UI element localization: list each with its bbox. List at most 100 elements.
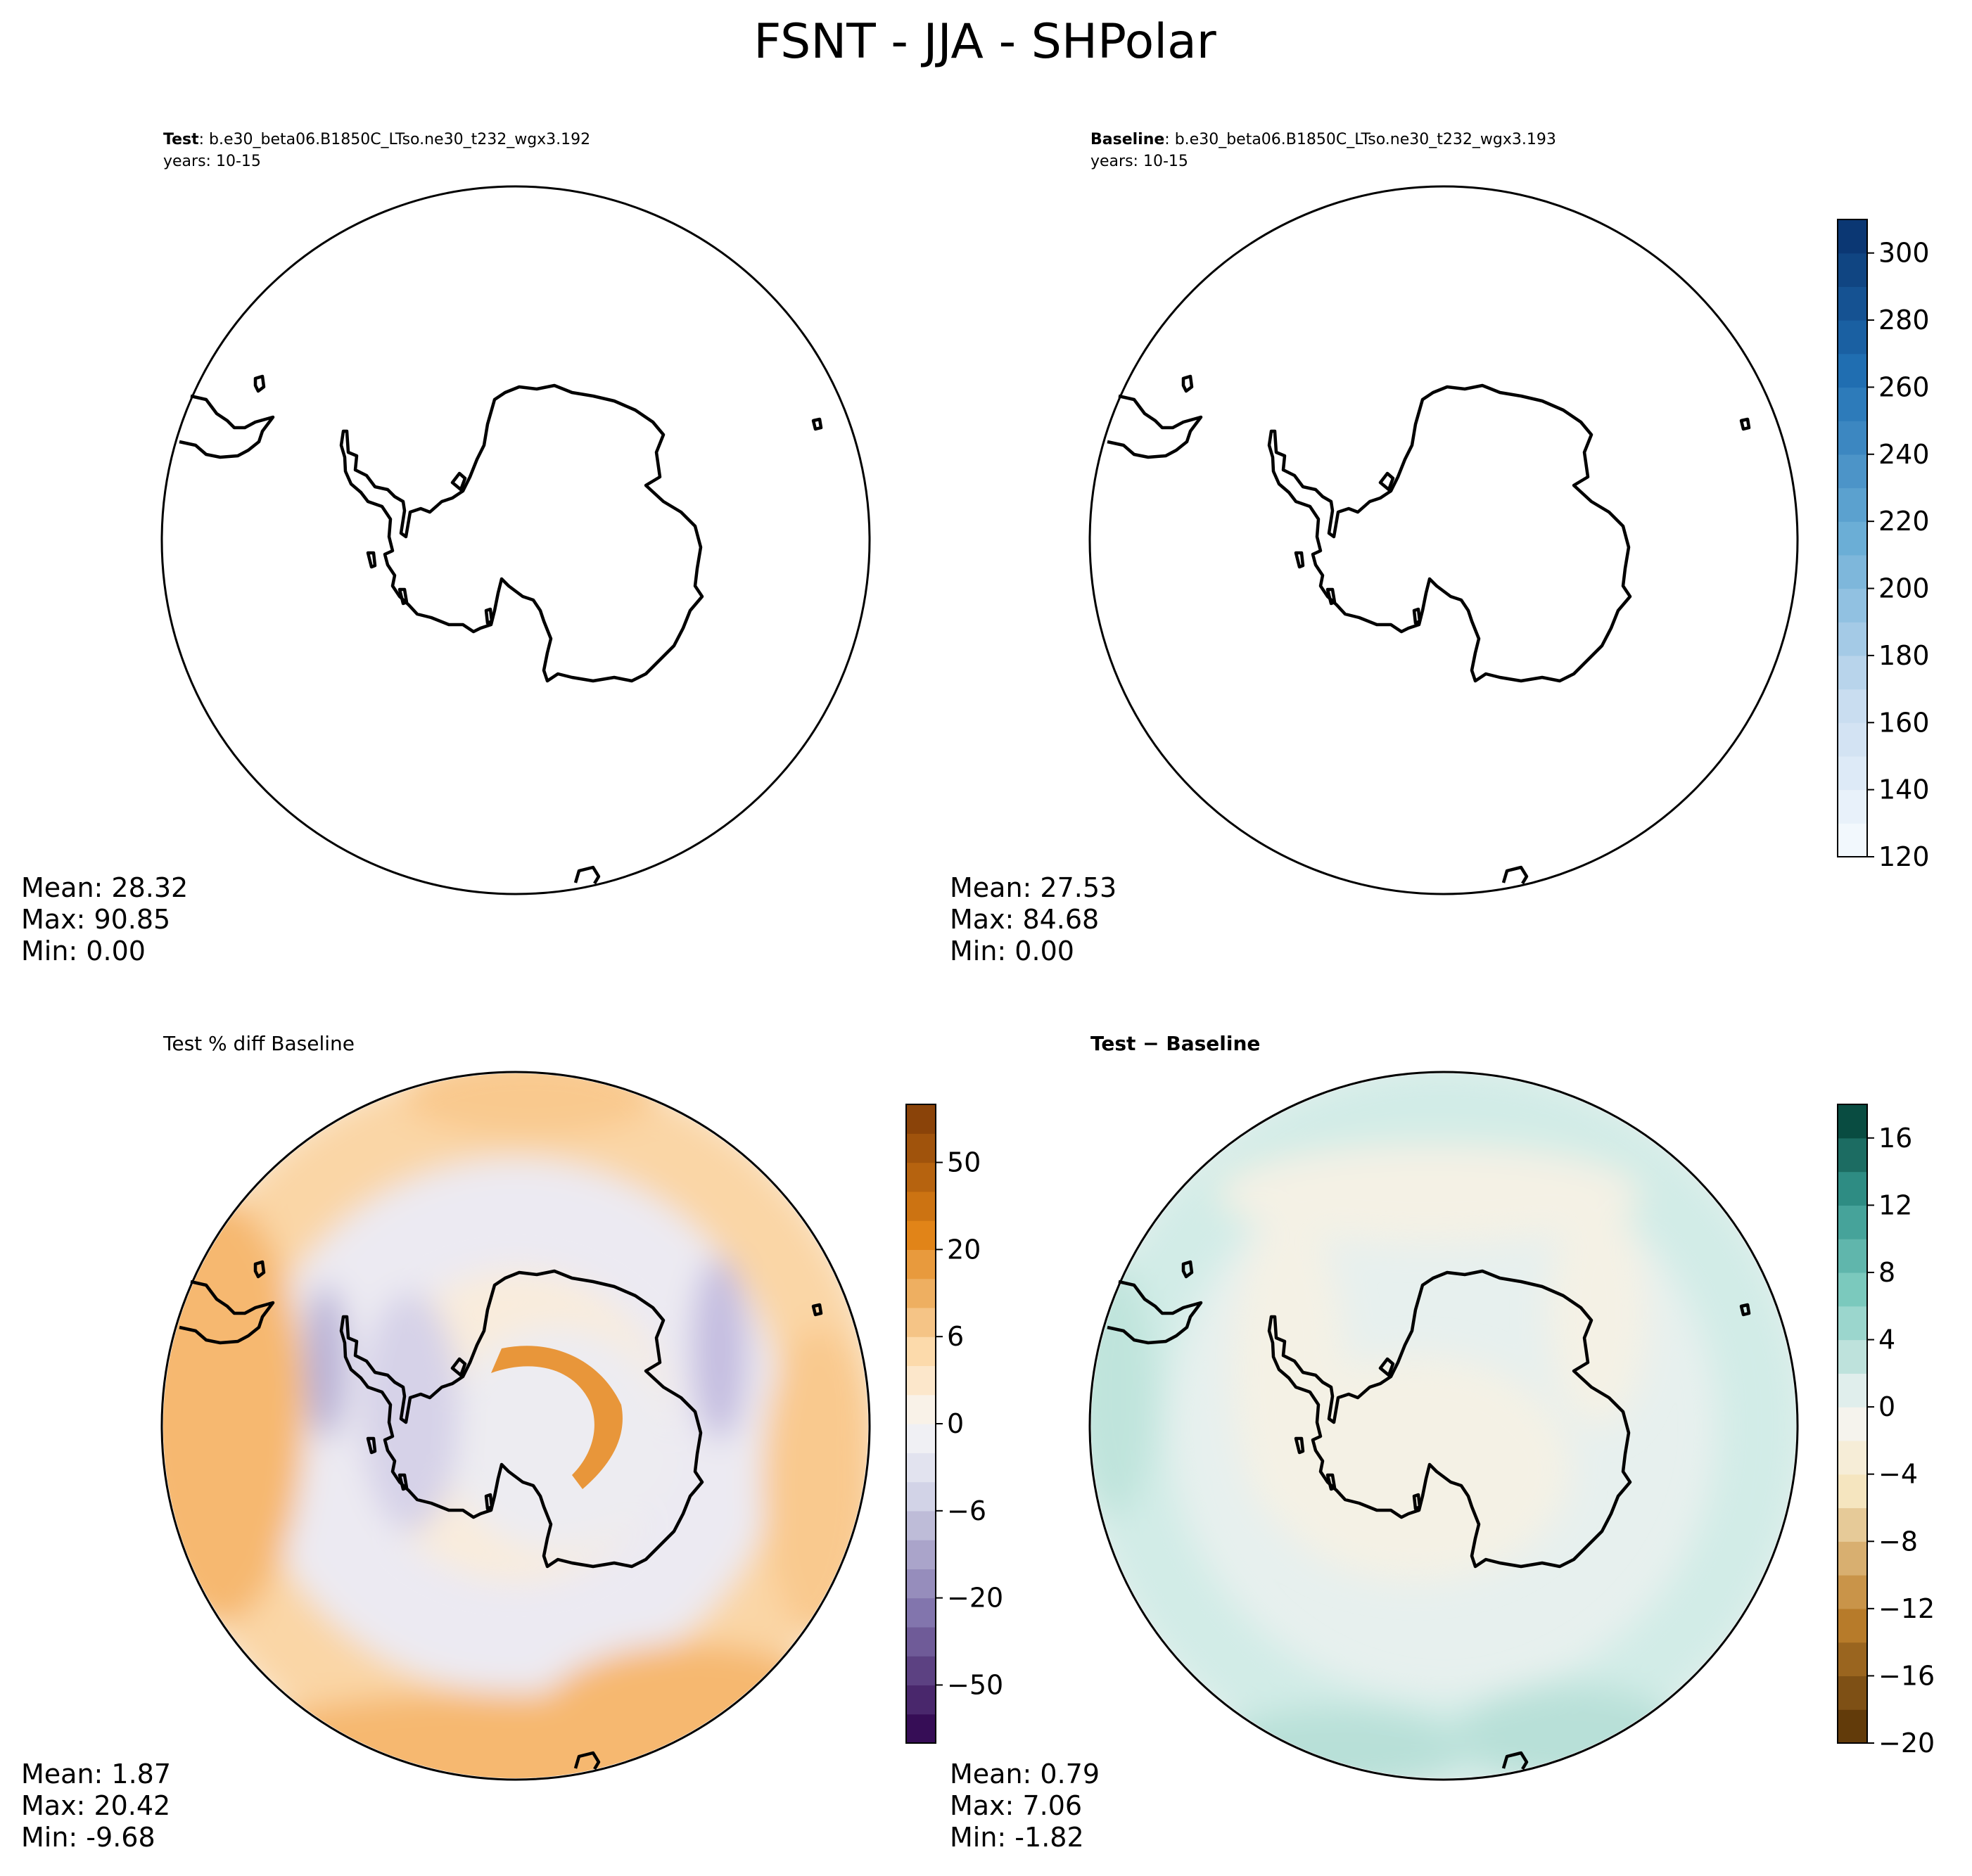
baseline-max: Max: 84.68	[950, 904, 1099, 935]
colorbar-level	[906, 1191, 936, 1221]
colorbar-level	[1838, 320, 1867, 355]
colorbar-level	[1838, 1541, 1867, 1576]
difference-panel: Test − Baseline Mea	[950, 1032, 1935, 1853]
test-max: Max: 90.85	[21, 904, 170, 935]
difference-mean: Mean: 0.79	[950, 1759, 1100, 1789]
colorbar-level	[1838, 1373, 1867, 1408]
colorbar-level	[1838, 722, 1867, 757]
difference-max: Max: 7.06	[950, 1790, 1082, 1821]
colorbar-tick-label: 120	[1878, 841, 1930, 872]
colorbar-tick-label: −6	[947, 1495, 986, 1526]
colorbar-level	[1838, 1339, 1867, 1374]
test-label: Test	[163, 131, 199, 148]
colorbar-level	[1838, 655, 1867, 690]
baseline-panel: Baseline: b.e30_beta06.B1850C_LTso.ne30_…	[950, 131, 1930, 966]
difference-map	[1088, 1071, 1799, 1781]
colorbar-level	[906, 1365, 936, 1396]
colorbar-tick-label: 240	[1878, 439, 1930, 470]
colorbar-level	[1838, 387, 1867, 421]
colorbar-tick-label: 4	[1878, 1325, 1895, 1355]
colorbar-level	[1838, 823, 1867, 857]
difference-colorbar: −20 −16 −12 −8 −4 0 4 8 12 16	[1837, 1104, 1935, 1759]
colorbar-tick-label: 6	[947, 1321, 964, 1352]
colorbar-level	[1838, 286, 1867, 321]
colorbar-level	[1838, 689, 1867, 723]
colorbar-level	[906, 1714, 936, 1744]
baseline-map-boundary	[1088, 185, 1799, 895]
colorbar-level	[906, 1249, 936, 1280]
test-min: Min: 0.00	[21, 936, 146, 966]
percent-diff-mean: Mean: 1.87	[21, 1759, 171, 1789]
test-map	[160, 185, 871, 895]
colorbar-level	[906, 1540, 936, 1569]
colorbar-level	[906, 1656, 936, 1686]
colorbar-tick-label: 12	[1878, 1189, 1912, 1220]
colorbar-tick-label: −20	[947, 1583, 1003, 1614]
colorbar-level	[906, 1626, 936, 1657]
baseline-min: Min: 0.00	[950, 936, 1074, 966]
colorbar-level	[1838, 1608, 1867, 1643]
colorbar-tick-label: 140	[1878, 774, 1930, 805]
colorbar-tick-label: 260	[1878, 371, 1930, 402]
colorbar-tick-label: −8	[1878, 1526, 1918, 1557]
test-map-boundary	[160, 185, 871, 895]
colorbar-level	[906, 1307, 936, 1337]
colorbar-level	[906, 1453, 936, 1483]
colorbar-frame	[1837, 219, 1868, 857]
colorbar-tick-label: 180	[1878, 640, 1930, 671]
colorbar-level	[1838, 1575, 1867, 1609]
colorbar-tick-label: 0	[1878, 1391, 1895, 1422]
colorbar-frame	[1837, 1104, 1868, 1744]
test-panel-title: Test: b.e30_beta06.B1850C_LTso.ne30_t232…	[163, 131, 590, 148]
colorbar-level	[1838, 554, 1867, 589]
colorbar-level	[1838, 1137, 1867, 1173]
colorbar-level	[1838, 1171, 1867, 1206]
colorbar-level	[906, 1510, 936, 1540]
baseline-colorbar: 120 140 160 180 200 220 240 260 280 300	[1837, 219, 1930, 872]
colorbar-tick-label: −50	[947, 1669, 1003, 1700]
baseline-map-background	[1090, 186, 1798, 894]
colorbar-tick-label: 280	[1878, 305, 1930, 336]
colorbar-tick-label: 220	[1878, 506, 1930, 537]
colorbar-level	[1838, 1272, 1867, 1307]
colorbar-level	[1838, 755, 1867, 791]
colorbar-tick-label: 160	[1878, 707, 1930, 738]
colorbar-level	[1838, 789, 1867, 824]
colorbar-level	[1838, 421, 1867, 455]
colorbar-level	[1838, 1306, 1867, 1341]
colorbar-level	[1838, 1474, 1867, 1509]
colorbar-level	[906, 1424, 936, 1453]
colorbar-level	[1838, 454, 1867, 489]
colorbar-level	[1838, 1676, 1867, 1710]
colorbar-level	[1838, 253, 1867, 287]
figure-title: FSNT - JJA - SHPolar	[753, 14, 1216, 70]
baseline-label: Baseline	[1090, 131, 1164, 148]
colorbar-level	[906, 1336, 936, 1367]
colorbar-level	[906, 1481, 936, 1512]
difference-map-boundary	[1088, 1071, 1799, 1781]
test-case-name: : b.e30_beta06.B1850C_LTso.ne30_t232_wgx…	[199, 131, 591, 148]
colorbar-level	[1838, 1205, 1867, 1239]
colorbar-level	[1838, 353, 1867, 388]
colorbar-level	[906, 1104, 936, 1134]
percent-diff-max: Max: 20.42	[21, 1790, 170, 1821]
colorbar-level	[1838, 1709, 1867, 1744]
baseline-map	[1088, 185, 1799, 895]
colorbar-level	[906, 1685, 936, 1715]
difference-min: Min: -1.82	[950, 1822, 1084, 1853]
colorbar-level	[1838, 1239, 1867, 1273]
baseline-case-name: : b.e30_beta06.B1850C_LTso.ne30_t232_wgx…	[1164, 131, 1556, 148]
colorbar-level	[1838, 1104, 1867, 1139]
colorbar-level	[1838, 1440, 1867, 1475]
colorbar-tick-label: 20	[947, 1234, 981, 1265]
colorbar-level	[906, 1394, 936, 1424]
percent-diff-min: Min: -9.68	[21, 1822, 155, 1853]
colorbar-tick-label: −20	[1878, 1728, 1935, 1759]
colorbar-tick-label: −12	[1878, 1593, 1935, 1624]
baseline-years: years: 10-15	[1090, 153, 1188, 170]
colorbar-tick-label: 50	[947, 1147, 981, 1178]
percent-diff-map	[160, 1071, 871, 1781]
colorbar-level	[906, 1569, 936, 1599]
percent-diff-title: Test % diff Baseline	[163, 1032, 355, 1055]
